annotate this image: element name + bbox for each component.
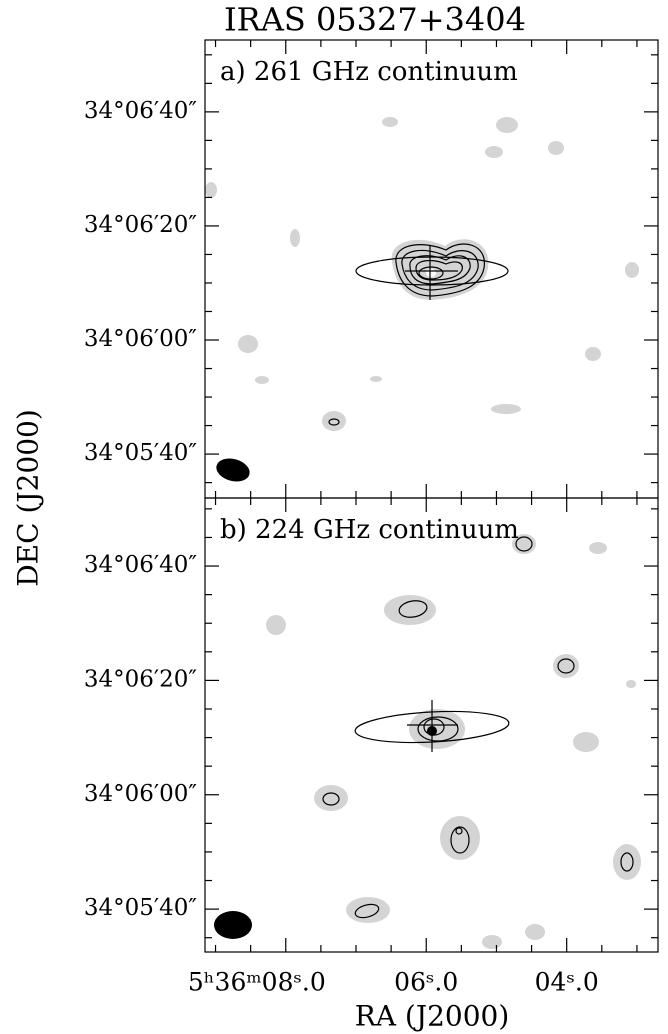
x-tick-label: 04ˢ.0 xyxy=(535,968,599,997)
x-axis-label: RA (J2000) xyxy=(355,1000,510,1033)
y-tick-label: 34°06′00″ xyxy=(84,326,198,352)
x-tick-label: 5ʰ36ᵐ08ˢ.0 xyxy=(188,968,326,997)
map-b xyxy=(214,534,641,949)
figure-title: IRAS 05327+3404 xyxy=(224,1,526,39)
y-axis-label: DEC (J2000) xyxy=(12,409,45,587)
x-tick-label: 06ˢ.0 xyxy=(394,968,458,997)
y-tick-label: 34°05′40″ xyxy=(84,440,198,466)
figure: IRAS 05327+3404 DEC (J2000) RA (J2000) xyxy=(0,0,668,1034)
panel-label: a) 261 GHz continuum xyxy=(220,57,518,87)
y-tick-label: 34°06′40″ xyxy=(84,552,198,578)
y-tick-label: 34°06′20″ xyxy=(84,666,198,692)
panel-label: b) 224 GHz continuum xyxy=(220,515,519,545)
y-tick-label: 34°06′40″ xyxy=(84,98,198,124)
y-tick-label: 34°06′20″ xyxy=(84,212,198,238)
map-a xyxy=(205,117,639,485)
y-tick-label: 34°06′00″ xyxy=(84,781,198,807)
y-tick-label: 34°05′40″ xyxy=(84,895,198,921)
